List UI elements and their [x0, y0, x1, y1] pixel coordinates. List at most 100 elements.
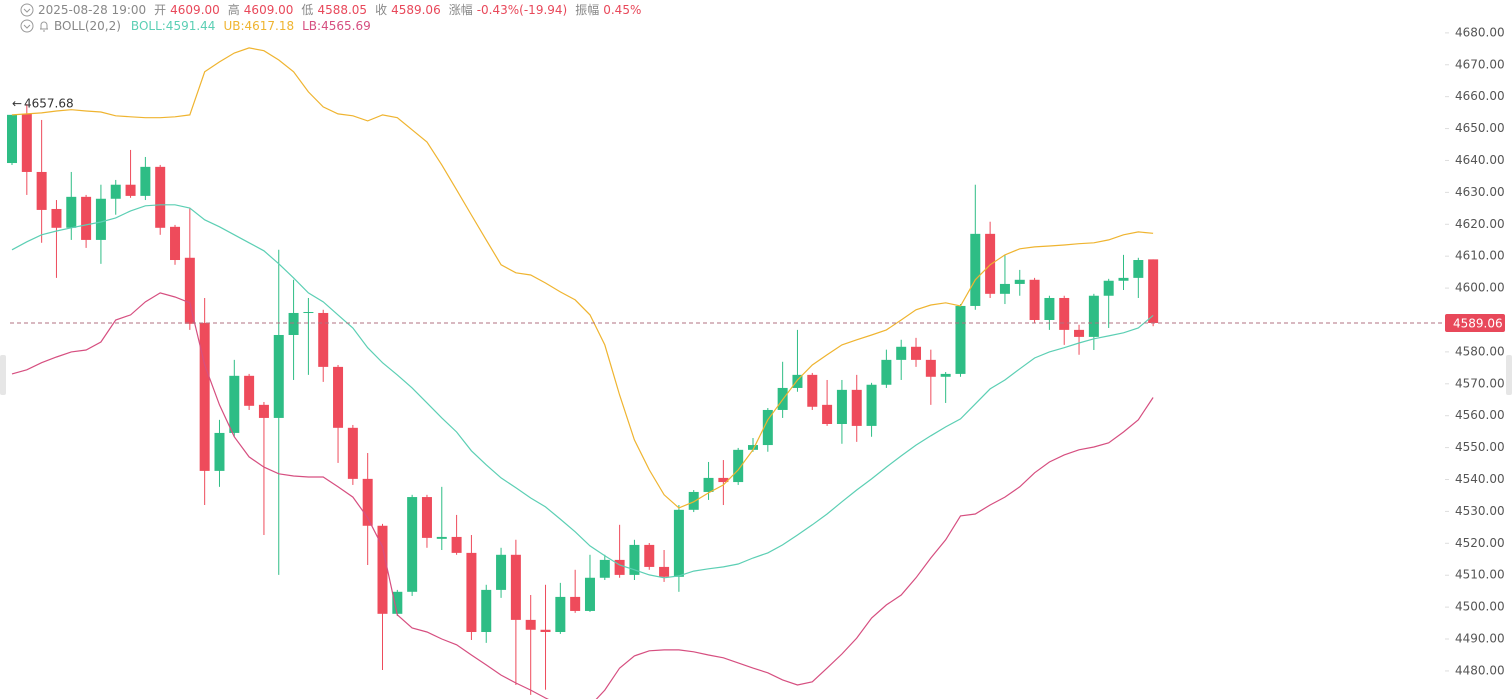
candle-body [599, 559, 610, 578]
candle-body [1088, 295, 1099, 337]
candle-body [792, 374, 803, 388]
candle-body [822, 404, 833, 424]
candle-body [1118, 277, 1129, 281]
y-tick-label: 4530.00 [1455, 504, 1505, 518]
field-value: 0.45% [603, 2, 642, 17]
last-price-tag [1445, 313, 1505, 332]
candle-body [51, 208, 62, 228]
candle-body [911, 346, 922, 360]
candle-body [244, 375, 255, 406]
candle-body [125, 184, 136, 196]
alert-icon[interactable] [38, 19, 50, 33]
candle-body [110, 184, 121, 199]
candle-body [659, 566, 670, 577]
plot-area [7, 47, 1445, 699]
max-arrow: ← [12, 97, 22, 111]
candle-body [258, 404, 269, 418]
indicator-value: LB:4565.69 [302, 19, 371, 33]
candle-body [584, 577, 595, 611]
candle-body [762, 409, 773, 446]
field-label: 高 [227, 3, 240, 17]
y-tick-label: 4560.00 [1455, 408, 1505, 422]
field-value: 4588.05 [317, 2, 368, 17]
field-label: 振幅 [575, 3, 600, 17]
candle-body [614, 559, 625, 575]
candle-body [95, 198, 106, 240]
candle-body [570, 596, 581, 611]
candle-body [896, 346, 907, 360]
candle-body [66, 196, 77, 228]
candle-body [333, 366, 344, 428]
collapse-icon[interactable] [20, 19, 34, 33]
y-tick-label: 4490.00 [1455, 632, 1505, 646]
y-tick-label: 4510.00 [1455, 568, 1505, 582]
y-tick-label: 4520.00 [1455, 536, 1505, 550]
candle-body [836, 389, 847, 424]
candle-body [21, 113, 32, 172]
field-value: -0.43%(-19.94) [476, 2, 568, 17]
candle-body [1148, 259, 1159, 323]
candle-body [718, 477, 729, 483]
field-value: 4609.00 [170, 2, 220, 17]
candle-body [851, 389, 862, 426]
y-tick-label: 4680.00 [1455, 25, 1505, 39]
field-label: 收 [375, 3, 388, 17]
indicator-name: BOLL(20,2) [54, 19, 121, 33]
candle-body [999, 283, 1010, 294]
candle-body [807, 374, 818, 407]
candle-body [377, 525, 388, 614]
candle-body [525, 619, 536, 630]
y-tick-label: 4540.00 [1455, 472, 1505, 486]
candle-body [1029, 279, 1040, 320]
y-tick-label: 4480.00 [1455, 663, 1505, 677]
candle-body [362, 478, 373, 526]
candle-body [703, 477, 714, 492]
y-tick-label: 4580.00 [1455, 344, 1505, 358]
last-price-label: 4589.06 [1453, 316, 1503, 330]
left-handle[interactable] [0, 355, 6, 395]
candle-body [347, 427, 358, 479]
y-tick-label: 4610.00 [1455, 249, 1505, 263]
y-tick-label: 4600.00 [1455, 281, 1505, 295]
time: 2025-08-28 19:00 [38, 2, 147, 17]
bollinger-line [11, 204, 1154, 579]
candle-body [866, 384, 877, 426]
candle-body [140, 166, 151, 196]
candle-body [214, 432, 225, 471]
max-marker-label: 4657.68 [24, 97, 74, 111]
y-tick-label: 4550.00 [1455, 440, 1505, 454]
y-tick-label: 4660.00 [1455, 89, 1505, 103]
candle-body [496, 554, 507, 590]
collapse-icon[interactable] [20, 3, 34, 17]
header-row: 2025-08-28 19:00 开 4609.00 高 4609.00 低 4588.0… [20, 1, 645, 18]
y-tick-label: 4640.00 [1455, 153, 1505, 167]
field-label: 低 [301, 3, 314, 17]
y-tick-label: 4650.00 [1455, 121, 1505, 135]
candle-body [673, 509, 684, 577]
candle-body [466, 552, 477, 633]
candle-body [733, 449, 744, 483]
y-tick-label: 4670.00 [1455, 57, 1505, 71]
candle-body [199, 322, 210, 471]
candle-body [540, 629, 551, 633]
candle-body [184, 257, 195, 324]
candle-body [1103, 280, 1114, 296]
candle-body [748, 445, 758, 450]
candle-body [629, 544, 640, 575]
candle-body [555, 596, 566, 633]
right-handle[interactable] [1506, 355, 1512, 395]
candle-body [1014, 279, 1025, 284]
candle-body [318, 312, 329, 367]
candle-body [925, 359, 936, 377]
candle-body [303, 312, 314, 314]
field-value: 4609.00 [243, 2, 294, 17]
candle-body [7, 114, 17, 164]
candle-body [451, 536, 462, 553]
indicator-value: BOLL:4591.44 [130, 19, 216, 33]
candle-body [1133, 260, 1144, 278]
field-label: 涨幅 [448, 3, 473, 17]
candle-body [81, 196, 92, 240]
candle-body [407, 497, 418, 592]
candle-body [688, 491, 699, 510]
